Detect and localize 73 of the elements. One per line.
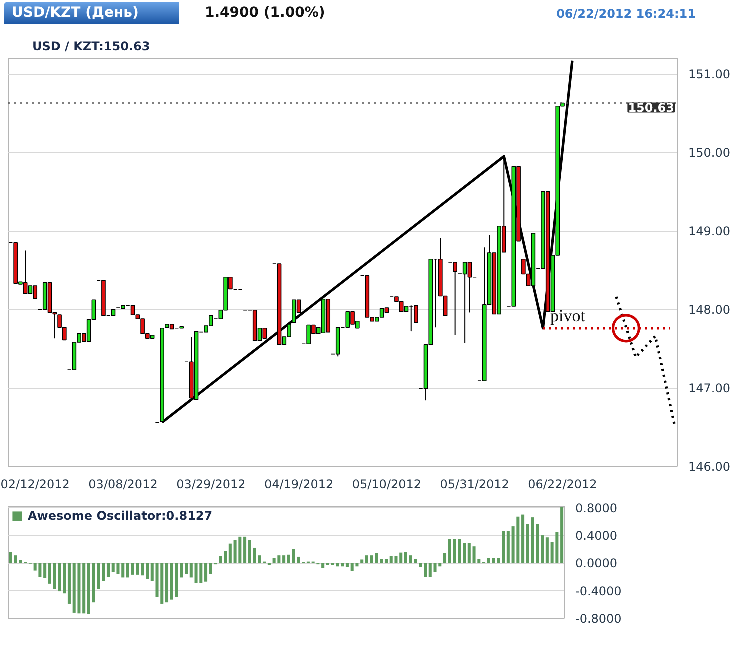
bar	[146, 563, 150, 580]
y-tick-label: 149.00	[688, 224, 730, 239]
annotation: pivot	[550, 306, 586, 326]
y-tick-label: 148.00	[688, 303, 730, 318]
bar	[380, 559, 384, 564]
bar	[468, 543, 471, 564]
bar	[204, 563, 208, 582]
bar	[190, 563, 193, 578]
y-tick-label: 150.00	[688, 146, 730, 160]
bar	[463, 543, 466, 564]
bar	[282, 556, 286, 564]
x-tick-label: 05/10/2012	[352, 478, 422, 492]
bar	[9, 552, 12, 564]
y-tick-label: 147.00	[688, 382, 730, 396]
bar	[170, 563, 174, 600]
y-tick-label: 146.00	[688, 460, 730, 474]
y-tick-label: -0.8000	[576, 612, 622, 626]
bar	[443, 554, 447, 564]
x-tick-label: 04/19/2012	[264, 478, 334, 492]
bar	[400, 552, 403, 564]
bar	[365, 556, 368, 564]
bar	[102, 563, 106, 582]
bar	[419, 563, 422, 568]
x-tick-label: 03/08/2012	[88, 478, 158, 492]
y-tick-label: -0.4000	[576, 584, 622, 598]
chart-subtitle: 1.4900 (1.00%)	[205, 4, 326, 23]
legend-label: Awesome Oscillator:0.8127	[28, 509, 213, 523]
bar	[126, 563, 130, 578]
bar	[448, 538, 452, 564]
bar	[360, 560, 364, 564]
bar	[522, 514, 525, 564]
bar	[82, 563, 86, 614]
bar	[404, 552, 408, 564]
bar	[346, 563, 349, 568]
bar	[322, 563, 325, 568]
bar	[541, 536, 544, 564]
bar	[44, 563, 47, 578]
bar	[341, 563, 344, 567]
bar	[248, 540, 252, 564]
bar	[68, 563, 71, 604]
bar	[106, 563, 110, 578]
ref-line-label: 150.63	[628, 101, 675, 116]
bar	[424, 563, 428, 578]
bar	[165, 563, 169, 603]
bar	[287, 554, 290, 564]
bar	[185, 563, 188, 574]
bar	[502, 531, 506, 564]
y-tick-label: 151.00	[688, 68, 730, 82]
bar	[560, 507, 564, 564]
bar	[209, 563, 212, 574]
bar	[48, 563, 52, 584]
bar	[63, 563, 66, 594]
bar	[224, 551, 228, 564]
chart-title: USD/KZT (День)	[4, 2, 179, 24]
x-tick-label: 03/29/2012	[176, 478, 246, 492]
x-tick-label: 02/12/2012	[0, 478, 70, 492]
bar	[219, 556, 222, 564]
bar	[228, 544, 232, 564]
y-tick-label: 0.8000	[576, 501, 618, 516]
bar	[384, 559, 388, 564]
text: 06/22/2012 16:24:11	[556, 6, 696, 23]
y-tick-label: 0.0000	[576, 556, 618, 571]
bar	[244, 536, 247, 564]
bar	[122, 563, 125, 578]
bar	[487, 558, 490, 564]
bar	[506, 531, 510, 564]
x-tick-label: 05/31/2012	[440, 478, 510, 492]
bar	[526, 524, 530, 564]
y-tick-label: 0.4000	[576, 529, 618, 544]
x-tick-label: 06/22/2012	[528, 478, 598, 492]
bar	[546, 538, 549, 564]
text: USD / KZT:150.63	[32, 40, 150, 54]
bar	[87, 563, 90, 614]
